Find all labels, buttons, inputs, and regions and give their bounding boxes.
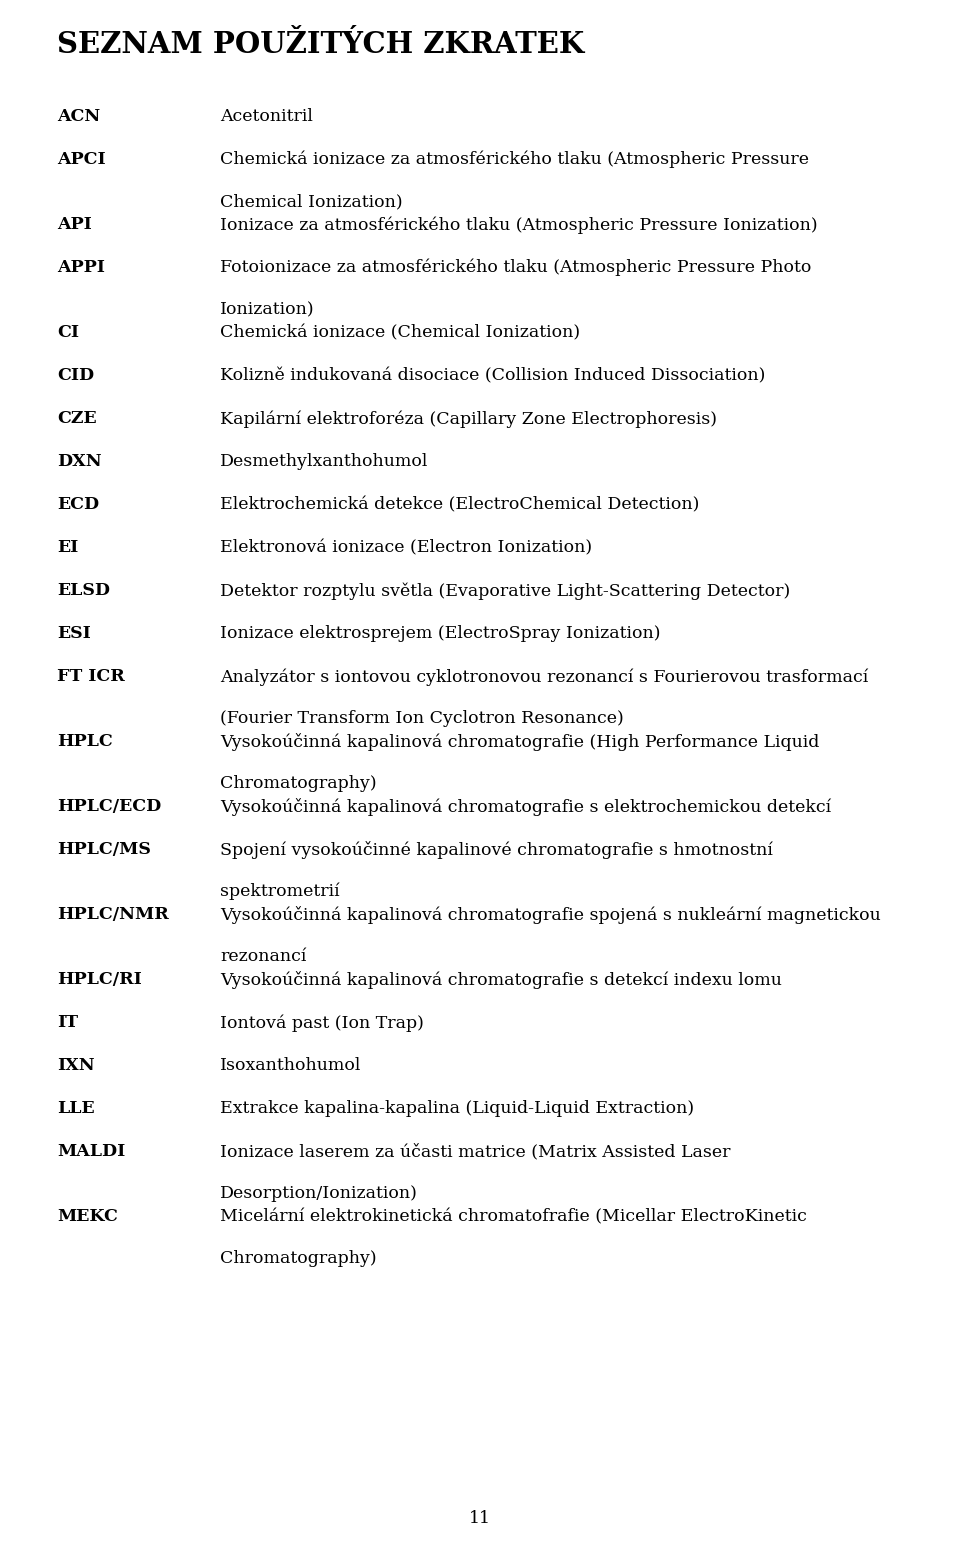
- Text: Kolizně indukovaná disociace (Collision Induced Dissociation): Kolizně indukovaná disociace (Collision …: [220, 367, 765, 384]
- Text: HPLC/MS: HPLC/MS: [57, 842, 151, 859]
- Text: HPLC/NMR: HPLC/NMR: [57, 907, 169, 924]
- Text: Detektor rozptylu světla (Evaporative Light-Scattering Detector): Detektor rozptylu světla (Evaporative Li…: [220, 582, 790, 600]
- Text: HPLC/RI: HPLC/RI: [57, 972, 142, 989]
- Text: Ionizace za atmosférického tlaku (Atmospheric Pressure Ionization): Ionizace za atmosférického tlaku (Atmosp…: [220, 217, 818, 234]
- Text: Spojení vysokoúčinné kapalinové chromatografie s hmotnostní: Spojení vysokoúčinné kapalinové chromato…: [220, 842, 773, 859]
- Text: ECD: ECD: [57, 497, 99, 514]
- Text: CI: CI: [57, 323, 79, 340]
- Text: Micelární elektrokinetická chromatofrafie (Micellar ElectroKinetic: Micelární elektrokinetická chromatofrafi…: [220, 1208, 806, 1225]
- Text: spektrometrií: spektrometrií: [220, 883, 340, 900]
- Text: ELSD: ELSD: [57, 582, 110, 599]
- Text: Vysokoúčinná kapalinová chromatografie (High Performance Liquid: Vysokoúčinná kapalinová chromatografie (…: [220, 733, 820, 750]
- Text: FT ICR: FT ICR: [57, 668, 125, 685]
- Text: MEKC: MEKC: [57, 1208, 118, 1225]
- Text: IXN: IXN: [57, 1057, 95, 1074]
- Text: LLE: LLE: [57, 1100, 95, 1117]
- Text: Analyzátor s iontovou cyklotronovou rezonancí s Fourierovou trasformací: Analyzátor s iontovou cyklotronovou rezo…: [220, 668, 868, 685]
- Text: Ionization): Ionization): [220, 302, 315, 319]
- Text: DXN: DXN: [57, 453, 102, 470]
- Text: Extrakce kapalina-kapalina (Liquid-Liquid Extraction): Extrakce kapalina-kapalina (Liquid-Liqui…: [220, 1100, 694, 1117]
- Text: IT: IT: [57, 1013, 78, 1030]
- Text: EI: EI: [57, 538, 79, 555]
- Text: Elektrochemická detekce (ElectroChemical Detection): Elektrochemická detekce (ElectroChemical…: [220, 497, 700, 514]
- Text: Chemická ionizace (Chemical Ionization): Chemická ionizace (Chemical Ionization): [220, 323, 580, 340]
- Text: 11: 11: [469, 1510, 491, 1527]
- Text: MALDI: MALDI: [57, 1143, 125, 1160]
- Text: Chemická ionizace za atmosférického tlaku (Atmospheric Pressure: Chemická ionizace za atmosférického tlak…: [220, 152, 809, 169]
- Text: Desmethylxanthohumol: Desmethylxanthohumol: [220, 453, 428, 470]
- Text: Iontová past (Ion Trap): Iontová past (Ion Trap): [220, 1013, 424, 1032]
- Text: Vysokoúčinná kapalinová chromatografie s elektrochemickou detekcí: Vysokoúčinná kapalinová chromatografie s…: [220, 798, 831, 815]
- Text: Vysokoúčinná kapalinová chromatografie spojená s nukleární magnetickou: Vysokoúčinná kapalinová chromatografie s…: [220, 907, 880, 924]
- Text: Chemical Ionization): Chemical Ionization): [220, 193, 402, 210]
- Text: Fotoionizace za atmosférického tlaku (Atmospheric Pressure Photo: Fotoionizace za atmosférického tlaku (At…: [220, 258, 811, 277]
- Text: APPI: APPI: [57, 258, 105, 275]
- Text: Chromatography): Chromatography): [220, 1250, 376, 1267]
- Text: (Fourier Transform Ion Cyclotron Resonance): (Fourier Transform Ion Cyclotron Resonan…: [220, 710, 624, 727]
- Text: Ionizace laserem za účasti matrice (Matrix Assisted Laser: Ionizace laserem za účasti matrice (Matr…: [220, 1143, 731, 1160]
- Text: APCI: APCI: [57, 152, 106, 169]
- Text: CID: CID: [57, 367, 94, 384]
- Text: Chromatography): Chromatography): [220, 775, 376, 792]
- Text: CZE: CZE: [57, 410, 97, 427]
- Text: Vysokoúčinná kapalinová chromatografie s detekcí indexu lomu: Vysokoúčinná kapalinová chromatografie s…: [220, 972, 781, 989]
- Text: Elektronová ionizace (Electron Ionization): Elektronová ionizace (Electron Ionizatio…: [220, 538, 592, 555]
- Text: ACN: ACN: [57, 108, 100, 125]
- Text: API: API: [57, 217, 92, 234]
- Text: HPLC: HPLC: [57, 733, 112, 750]
- Text: Ionizace elektrosprejem (ElectroSpray Ionization): Ionizace elektrosprejem (ElectroSpray Io…: [220, 625, 660, 642]
- Text: HPLC/ECD: HPLC/ECD: [57, 798, 161, 815]
- Text: Isoxanthohumol: Isoxanthohumol: [220, 1057, 361, 1074]
- Text: SEZNAM POUŽITÝCH ZKRATEK: SEZNAM POUŽITÝCH ZKRATEK: [57, 29, 585, 59]
- Text: ESI: ESI: [57, 625, 91, 642]
- Text: Acetonitril: Acetonitril: [220, 108, 313, 125]
- Text: rezonancí: rezonancí: [220, 948, 306, 965]
- Text: Kapilární elektroforéza (Capillary Zone Electrophoresis): Kapilární elektroforéza (Capillary Zone …: [220, 410, 717, 427]
- Text: Desorption/Ionization): Desorption/Ionization): [220, 1185, 418, 1202]
